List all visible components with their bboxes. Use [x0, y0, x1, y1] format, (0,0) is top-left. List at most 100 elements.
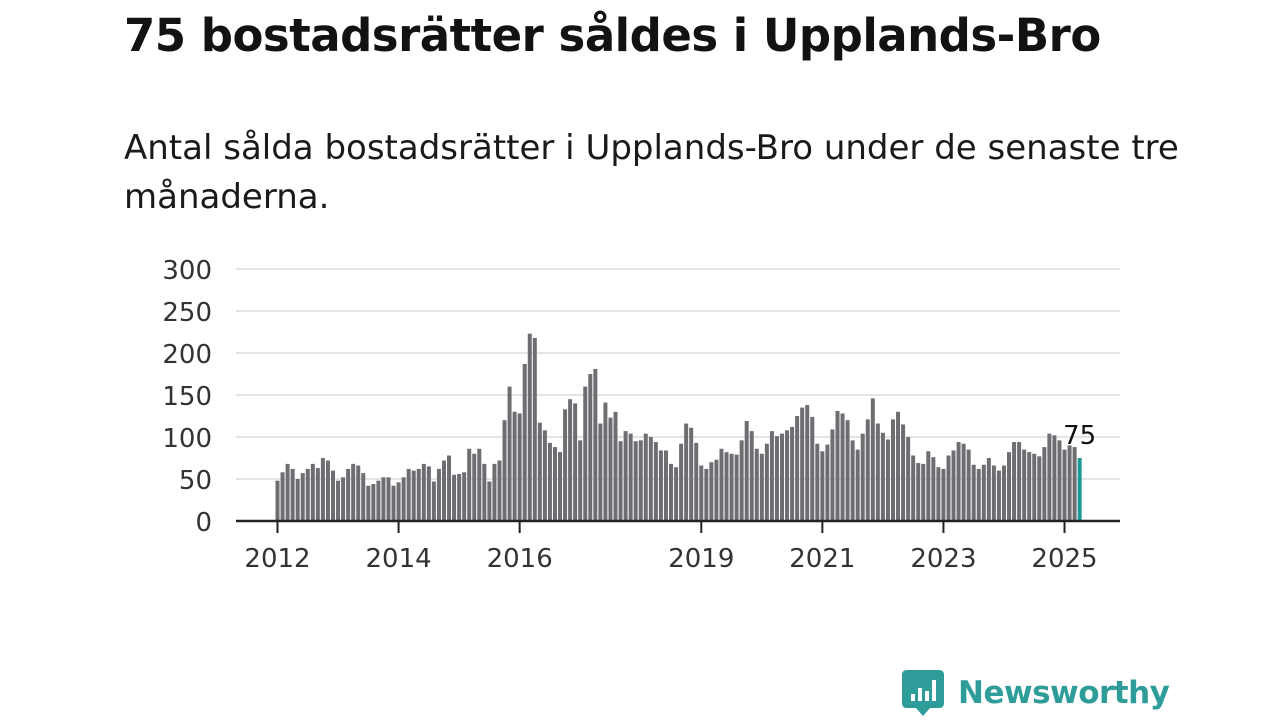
- bar: [815, 443, 820, 521]
- bar: [719, 448, 724, 521]
- bar: [452, 474, 457, 521]
- bar: [578, 440, 583, 521]
- bar: [477, 448, 482, 521]
- bar: [416, 468, 421, 521]
- newsworthy-logo-icon: [902, 670, 944, 716]
- bar: [729, 453, 734, 521]
- bar: [1057, 440, 1062, 521]
- bar: [860, 433, 865, 521]
- bar: [325, 460, 330, 521]
- bar: [583, 386, 588, 521]
- bar: [376, 480, 381, 521]
- bar: [618, 441, 623, 521]
- bar: [764, 443, 769, 521]
- bar: [366, 485, 371, 521]
- bar: [694, 442, 699, 521]
- bar: [810, 416, 815, 521]
- bar: [447, 455, 452, 521]
- bar: [880, 432, 885, 521]
- bar: [785, 430, 790, 521]
- bar: [300, 473, 305, 521]
- x-tick-label: 2021: [789, 544, 855, 574]
- bar: [835, 410, 840, 521]
- bar: [890, 419, 895, 521]
- bar: [689, 427, 694, 521]
- x-tick-label: 2012: [244, 544, 310, 574]
- bar: [542, 430, 547, 521]
- bar: [441, 460, 446, 521]
- bar: [759, 453, 764, 521]
- bar: [426, 466, 431, 521]
- bar: [931, 457, 936, 521]
- bar: [1052, 435, 1057, 521]
- bar: [623, 431, 628, 521]
- bar: [598, 423, 603, 521]
- bar: [310, 463, 315, 521]
- bar: [774, 436, 779, 521]
- bar-highlight: [1077, 458, 1082, 521]
- bar: [901, 424, 906, 521]
- bar: [386, 477, 391, 521]
- bar: [568, 399, 573, 521]
- brand-name: Newsworthy: [958, 675, 1170, 711]
- y-tick-label: 200: [162, 340, 212, 370]
- bar: [588, 374, 593, 521]
- bar: [552, 447, 557, 521]
- bar: [457, 473, 462, 521]
- bar: [336, 480, 341, 521]
- bar: [800, 407, 805, 521]
- y-tick-label: 150: [162, 382, 212, 412]
- bar: [1072, 447, 1077, 521]
- bar: [679, 443, 684, 521]
- y-tick-label: 300: [162, 256, 212, 286]
- bar: [704, 468, 709, 521]
- bar: [295, 479, 300, 521]
- bar: [628, 433, 633, 521]
- bar: [805, 405, 810, 521]
- bar: [633, 441, 638, 521]
- bar: [517, 413, 522, 521]
- bar: [603, 402, 608, 521]
- bar: [865, 419, 870, 521]
- x-tick-label: 2025: [1031, 544, 1097, 574]
- bar: [406, 468, 411, 521]
- bar: [744, 421, 749, 521]
- bar: [487, 481, 492, 521]
- chart-subtitle: Antal sålda bostadsrätter i Upplands-Bro…: [124, 128, 1179, 217]
- bar: [467, 448, 472, 521]
- bar: [830, 429, 835, 521]
- bar: [547, 442, 552, 521]
- bar: [870, 398, 875, 521]
- bar: [305, 468, 310, 521]
- bar: [361, 473, 366, 521]
- bar: [462, 472, 467, 521]
- bar: [558, 452, 563, 521]
- bar: [946, 455, 951, 521]
- x-tick-label: 2016: [487, 544, 553, 574]
- newsworthy-logo: Newsworthy: [902, 670, 1170, 716]
- bar: [941, 468, 946, 521]
- bar: [840, 413, 845, 521]
- bar: [643, 433, 648, 521]
- bar: [391, 485, 396, 521]
- chart-title: 75 bostadsrätter såldes i Upplands-Bro: [124, 9, 1101, 62]
- bar: [1027, 452, 1032, 521]
- bar: [396, 482, 401, 521]
- bar: [926, 451, 931, 521]
- bar: [638, 440, 643, 521]
- bar: [875, 423, 880, 521]
- bar: [1001, 465, 1006, 521]
- bar: [936, 467, 941, 521]
- bar: [981, 464, 986, 521]
- bar: [714, 459, 719, 521]
- bar: [663, 450, 668, 521]
- highlight-value-label: 75: [1063, 421, 1096, 451]
- bar: [991, 465, 996, 521]
- bar: [709, 462, 714, 521]
- bar: [769, 431, 774, 521]
- bar: [411, 470, 416, 521]
- bar: [280, 472, 285, 521]
- bar-series: [275, 333, 1082, 521]
- bar: [734, 454, 739, 521]
- y-axis-ticks: 0 50 100 150 200 250 300: [162, 256, 212, 538]
